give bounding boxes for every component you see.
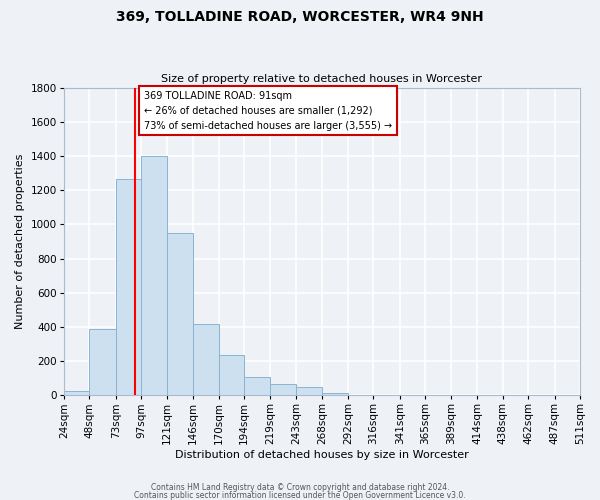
Bar [64,391,89,396]
X-axis label: Distribution of detached houses by size in Worcester: Distribution of detached houses by size … [175,450,469,460]
Bar [218,355,244,396]
Text: Contains public sector information licensed under the Open Government Licence v3: Contains public sector information licen… [134,490,466,500]
Y-axis label: Number of detached properties: Number of detached properties [15,154,25,329]
Bar [348,394,373,396]
Bar [167,233,193,396]
Title: Size of property relative to detached houses in Worcester: Size of property relative to detached ho… [161,74,482,84]
Bar [116,179,141,396]
Bar [193,324,218,396]
Text: Contains HM Land Registry data © Crown copyright and database right 2024.: Contains HM Land Registry data © Crown c… [151,484,449,492]
Bar [141,156,167,396]
Bar [244,376,271,396]
Bar [271,384,296,396]
Bar [89,328,116,396]
Bar [296,387,322,396]
Text: 369, TOLLADINE ROAD, WORCESTER, WR4 9NH: 369, TOLLADINE ROAD, WORCESTER, WR4 9NH [116,10,484,24]
Text: 369 TOLLADINE ROAD: 91sqm
← 26% of detached houses are smaller (1,292)
73% of se: 369 TOLLADINE ROAD: 91sqm ← 26% of detac… [145,91,392,130]
Bar [322,393,348,396]
